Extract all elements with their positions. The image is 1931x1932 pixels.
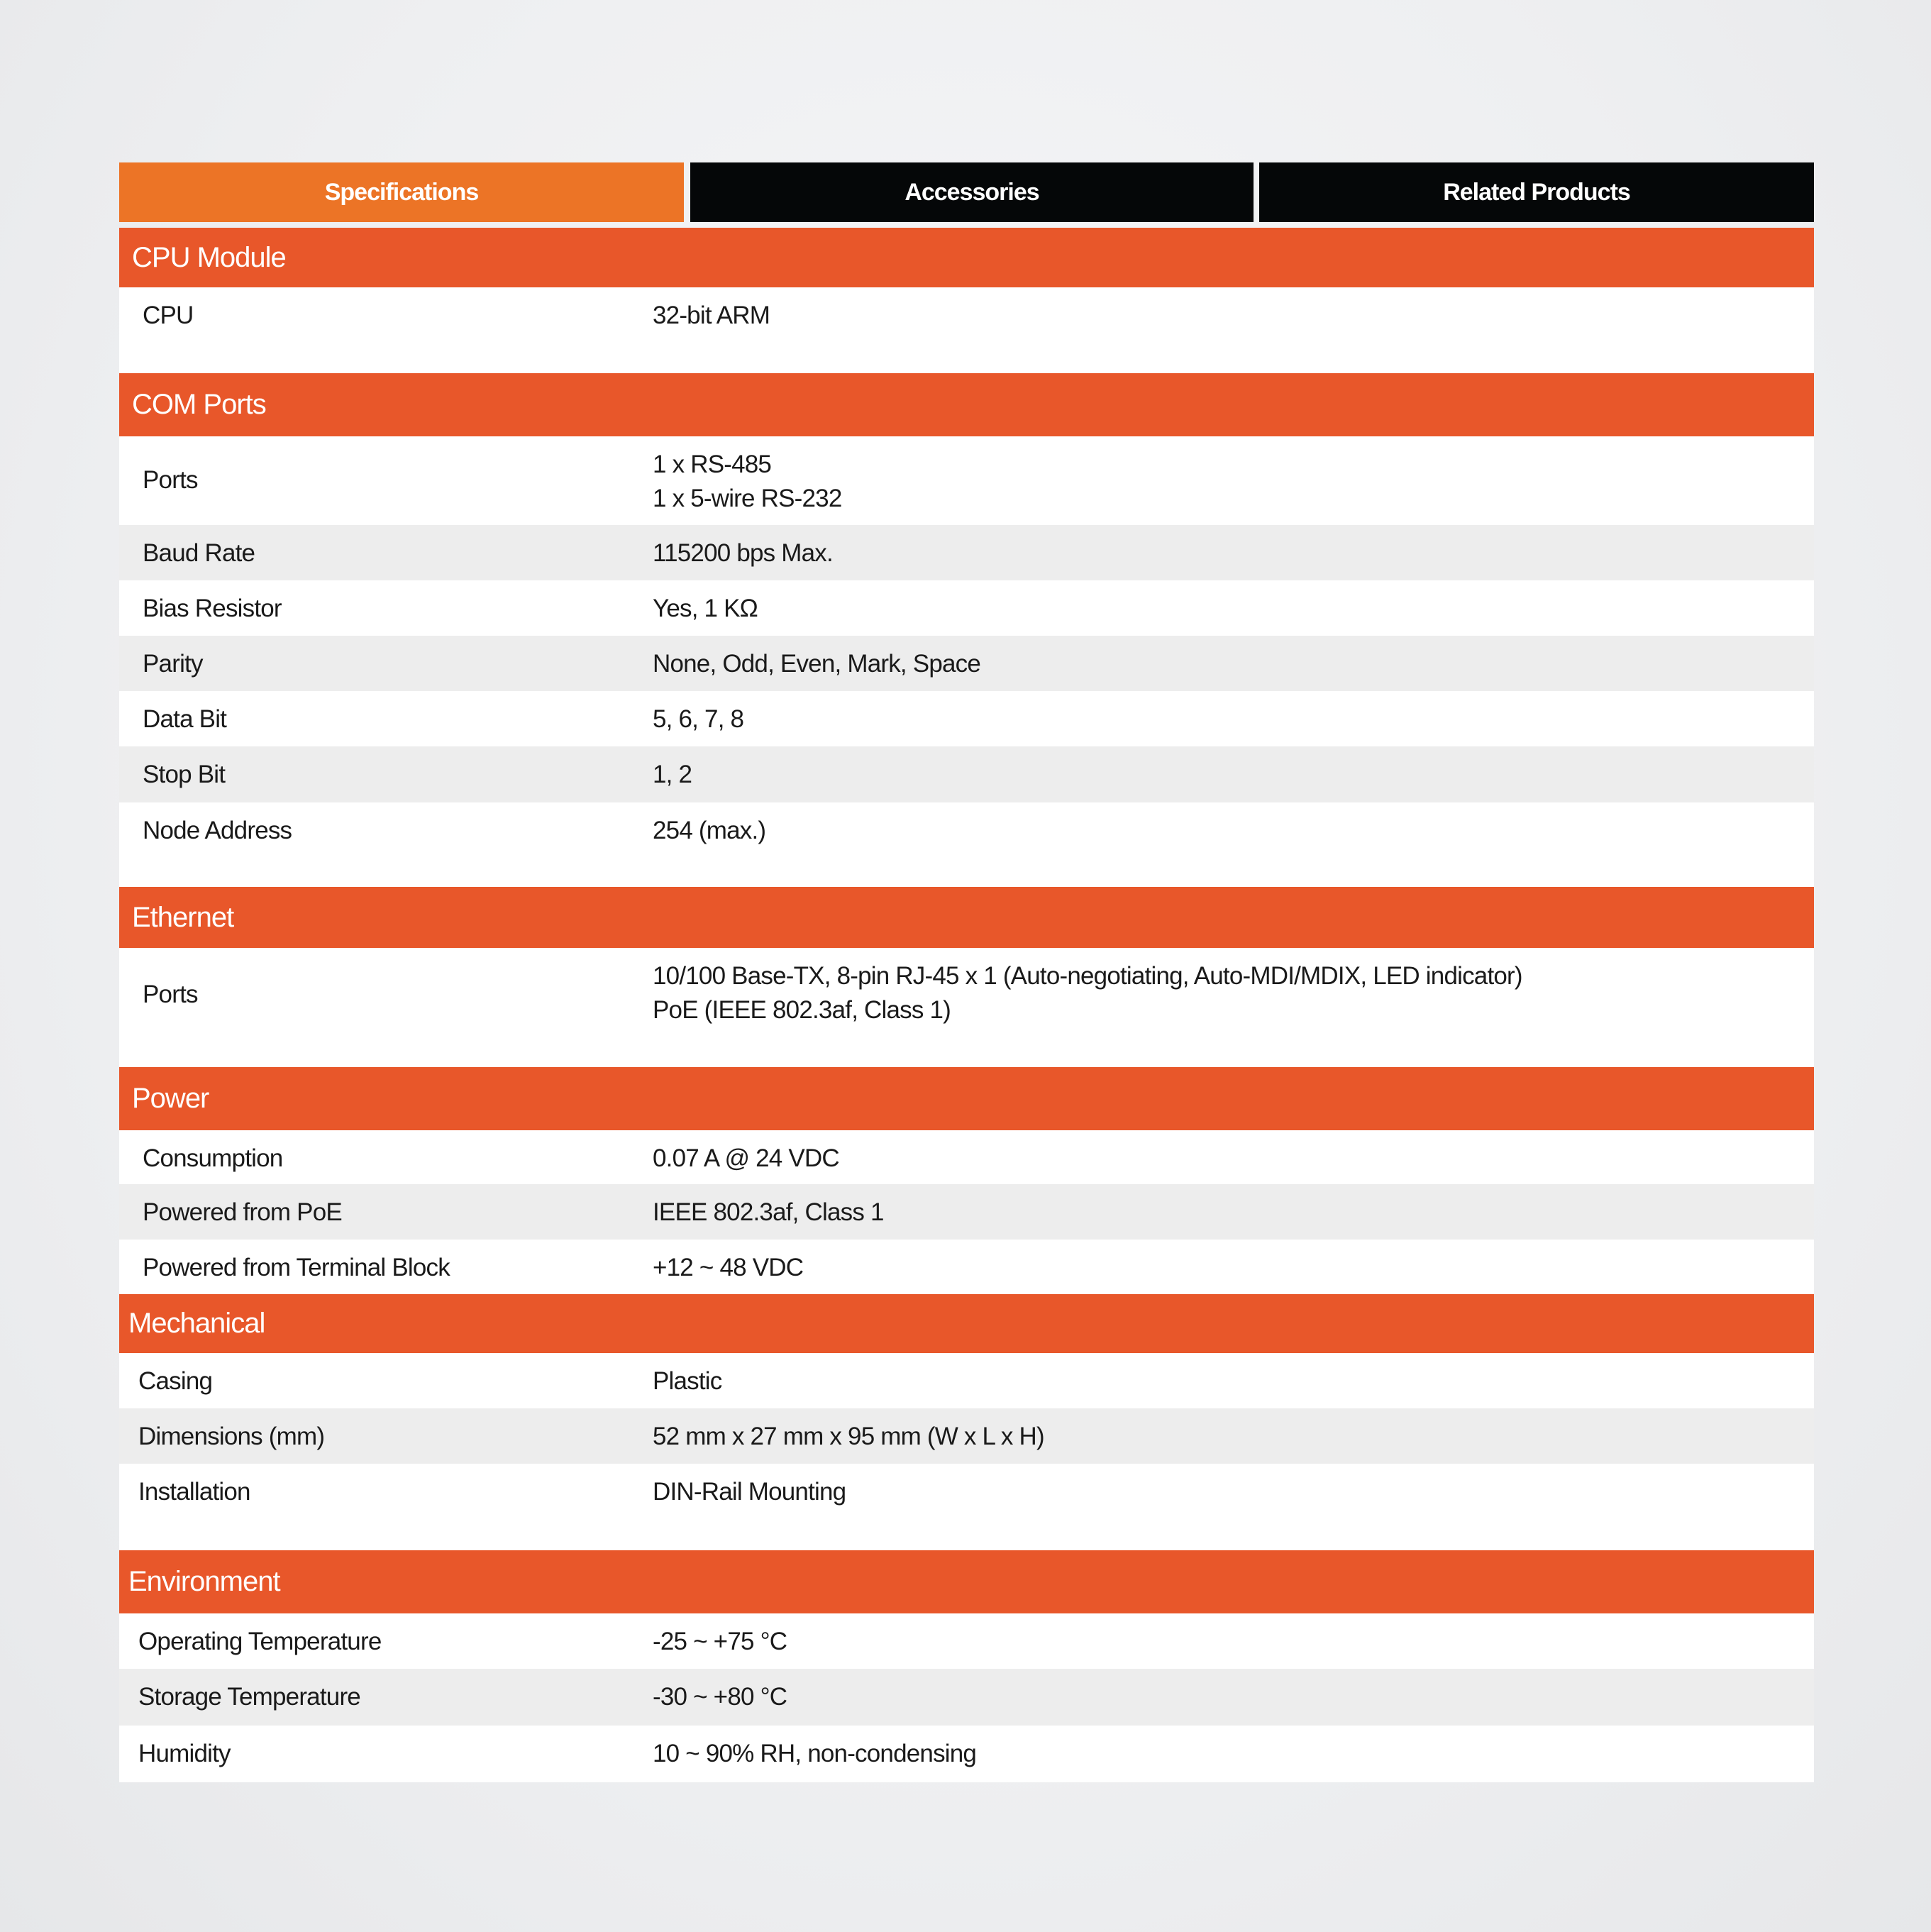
spec-value-line: PoE (IEEE 802.3af, Class 1) xyxy=(653,996,951,1024)
spec-value: 1, 2 xyxy=(653,761,692,788)
tab-related-products[interactable]: Related Products xyxy=(1259,162,1814,222)
section-header-mechanical: Mechanical xyxy=(119,1294,1814,1353)
spec-value: 5, 6, 7, 8 xyxy=(653,705,744,733)
spec-label: CPU xyxy=(143,302,194,329)
tab-specifications[interactable]: Specifications xyxy=(119,162,684,222)
table-row: Data Bit 5, 6, 7, 8 xyxy=(119,691,1814,746)
spec-label: Powered from PoE xyxy=(143,1198,343,1226)
section-header-power: Power xyxy=(119,1067,1814,1130)
spec-value: 10 ~ 90% RH, non-condensing xyxy=(653,1740,977,1767)
spec-label: Stop Bit xyxy=(143,761,226,788)
spec-label: Operating Temperature xyxy=(138,1628,382,1655)
spec-label: Node Address xyxy=(143,817,292,844)
table-row: Node Address 254 (max.) xyxy=(119,802,1814,887)
spec-value: 0.07 A @ 24 VDC xyxy=(653,1144,840,1172)
spec-value-line: 1 x RS-485 xyxy=(653,451,772,478)
spec-value-line: 10/100 Base-TX, 8-pin RJ-45 x 1 (Auto-ne… xyxy=(653,962,1523,990)
spec-label: Powered from Terminal Block xyxy=(143,1254,450,1281)
spec-value: 52 mm x 27 mm x 95 mm (W x L x H) xyxy=(653,1423,1045,1450)
spec-value: 32-bit ARM xyxy=(653,302,770,329)
section-header-ethernet: Ethernet xyxy=(119,887,1814,948)
section-header-cpu-module: CPU Module xyxy=(119,228,1814,287)
spec-label: Dimensions (mm) xyxy=(138,1423,325,1450)
spec-label: Baud Rate xyxy=(143,539,255,567)
spec-label: Data Bit xyxy=(143,705,227,733)
table-row: Consumption 0.07 A @ 24 VDC xyxy=(119,1130,1814,1184)
spec-label: Ports xyxy=(143,981,199,1008)
spec-label: Parity xyxy=(143,650,203,678)
spec-value: 10/100 Base-TX, 8-pin RJ-45 x 1 (Auto-ne… xyxy=(653,959,1523,1027)
table-row: Ports 1 x RS-485 1 x 5-wire RS-232 xyxy=(119,436,1814,525)
spec-value: DIN-Rail Mounting xyxy=(653,1478,846,1506)
spec-label: Installation xyxy=(138,1478,251,1506)
table-row: Powered from PoE IEEE 802.3af, Class 1 xyxy=(119,1184,1814,1240)
spec-label: Ports xyxy=(143,466,199,494)
table-row: Operating Temperature -25 ~ +75 °C xyxy=(119,1613,1814,1669)
spec-value: 115200 bps Max. xyxy=(653,539,834,567)
table-row: Installation DIN-Rail Mounting xyxy=(119,1464,1814,1550)
spec-value: 254 (max.) xyxy=(653,817,766,844)
spec-value: -25 ~ +75 °C xyxy=(653,1628,787,1655)
tab-accessories[interactable]: Accessories xyxy=(690,162,1254,222)
specifications-table: CPU Module CPU 32-bit ARM COM Ports Port… xyxy=(119,228,1814,1782)
table-row: Powered from Terminal Block +12 ~ 48 VDC xyxy=(119,1240,1814,1294)
spec-value-line: 1 x 5-wire RS-232 xyxy=(653,485,842,512)
spec-label: Storage Temperature xyxy=(138,1683,361,1711)
spec-label: Bias Resistor xyxy=(143,595,282,622)
spec-value: IEEE 802.3af, Class 1 xyxy=(653,1198,884,1226)
table-row: Parity None, Odd, Even, Mark, Space xyxy=(119,636,1814,691)
spec-value: +12 ~ 48 VDC xyxy=(653,1254,804,1281)
spec-value: Yes, 1 KΩ xyxy=(653,595,758,622)
table-row: Baud Rate 115200 bps Max. xyxy=(119,525,1814,580)
table-row: Stop Bit 1, 2 xyxy=(119,746,1814,802)
spec-label: Humidity xyxy=(138,1740,231,1767)
spec-value: 1 x RS-485 1 x 5-wire RS-232 xyxy=(653,448,842,516)
section-header-environment: Environment xyxy=(119,1550,1814,1613)
table-row: Ports 10/100 Base-TX, 8-pin RJ-45 x 1 (A… xyxy=(119,948,1814,1067)
table-row: Humidity 10 ~ 90% RH, non-condensing xyxy=(119,1726,1814,1782)
spec-value: Plastic xyxy=(653,1367,722,1395)
table-row: Dimensions (mm) 52 mm x 27 mm x 95 mm (W… xyxy=(119,1408,1814,1464)
spec-value: None, Odd, Even, Mark, Space xyxy=(653,650,981,678)
table-row: Storage Temperature -30 ~ +80 °C xyxy=(119,1669,1814,1726)
spec-label: Casing xyxy=(138,1367,213,1395)
table-row: Bias Resistor Yes, 1 KΩ xyxy=(119,580,1814,636)
section-header-com-ports: COM Ports xyxy=(119,373,1814,436)
spec-label: Consumption xyxy=(143,1144,283,1172)
table-row: Casing Plastic xyxy=(119,1353,1814,1408)
spec-value: -30 ~ +80 °C xyxy=(653,1683,787,1711)
table-row: CPU 32-bit ARM xyxy=(119,287,1814,373)
